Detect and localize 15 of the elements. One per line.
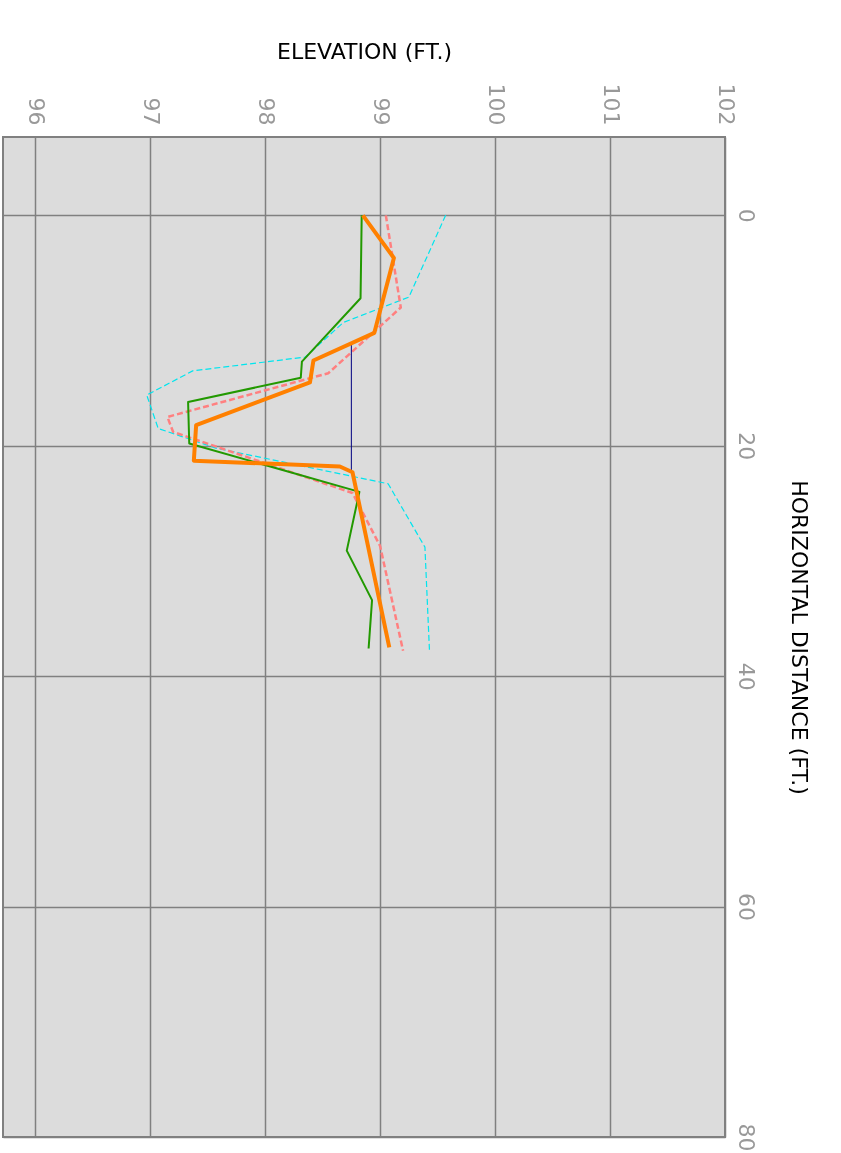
y-tick-label: 60 xyxy=(733,893,759,922)
y-axis-title: HORIZONTAL DISTANCE (FT.) xyxy=(786,480,812,795)
x-tick-label: 100 xyxy=(483,83,509,126)
line-series xyxy=(146,214,447,653)
x-axis-title: ELEVATION (FT.) xyxy=(277,38,452,64)
x-tick-label: 101 xyxy=(598,83,624,126)
x-tick-label: 96 xyxy=(23,97,49,126)
y-tick-label: 0 xyxy=(733,208,759,223)
x-tick-label: 99 xyxy=(368,97,394,126)
y-tick-label: 80 xyxy=(733,1123,759,1152)
y-tick-label: 40 xyxy=(733,662,759,691)
x-tick-label: 97 xyxy=(138,97,164,126)
x-tick-label: 102 xyxy=(713,83,739,126)
y-tick-label: 20 xyxy=(733,432,759,461)
x-tick-label: 98 xyxy=(253,97,279,126)
